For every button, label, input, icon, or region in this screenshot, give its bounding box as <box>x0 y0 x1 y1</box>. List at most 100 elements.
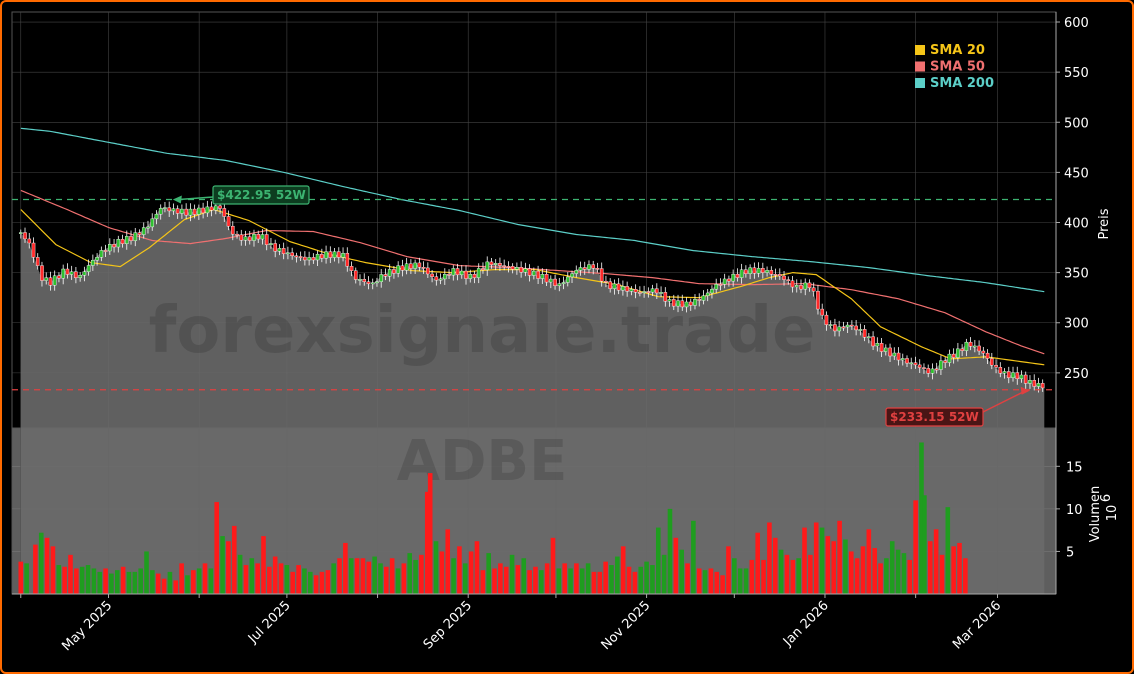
candle-body <box>413 262 417 269</box>
volume-bar <box>644 561 649 594</box>
candle-body <box>858 329 863 331</box>
candle-body <box>78 275 82 278</box>
candle-body <box>688 301 693 306</box>
candle-body <box>998 367 1003 374</box>
candle-body <box>260 234 265 240</box>
candle-body <box>273 243 277 252</box>
candle-body <box>833 324 837 332</box>
volume-bar <box>79 566 85 594</box>
volume-bar <box>922 495 927 594</box>
candle-body <box>430 273 434 277</box>
high-52w-arrow <box>178 196 214 201</box>
volume-bar <box>860 546 866 594</box>
volume-bar <box>74 568 79 594</box>
volume-bar <box>831 541 837 594</box>
volume-bar <box>231 525 237 594</box>
x-tick-label: Jul 2025 <box>245 598 294 647</box>
volume-bar <box>767 522 772 594</box>
volume-bar <box>492 568 497 594</box>
candle-body <box>663 292 668 302</box>
candle-body <box>86 265 91 272</box>
candle-body <box>1019 374 1024 380</box>
volume-bars <box>18 442 968 594</box>
candle-body <box>790 280 795 288</box>
candle-body <box>218 205 222 209</box>
volume-bar <box>220 536 225 594</box>
volume-bar <box>389 558 395 594</box>
volume-bar <box>585 563 591 594</box>
price-tick-label: 450 <box>1064 166 1089 181</box>
volume-bar <box>872 548 877 594</box>
candle-body <box>320 253 324 259</box>
candle-body <box>294 255 299 258</box>
candle-body <box>523 268 528 273</box>
volume-bar <box>927 541 933 594</box>
candle-body <box>811 287 816 292</box>
price-tick-label: 350 <box>1064 267 1089 282</box>
volume-bar <box>226 541 231 594</box>
candle-body <box>353 270 358 280</box>
candle-body <box>536 270 540 279</box>
candle-body <box>693 299 697 306</box>
volume-bar <box>784 554 790 594</box>
candle-body <box>239 234 244 241</box>
volume-bar <box>515 565 521 594</box>
candle-body <box>315 253 320 261</box>
candle-body <box>209 206 214 211</box>
candle-body <box>587 264 591 270</box>
candle-body <box>379 274 384 282</box>
candle-body <box>701 295 706 301</box>
price-tick-label: 300 <box>1064 317 1089 332</box>
legend-swatch <box>915 45 925 55</box>
candle-body <box>108 244 112 252</box>
candle-body <box>977 345 981 352</box>
candle-body <box>489 261 494 265</box>
volume-bar <box>457 546 462 594</box>
volume-bar <box>638 566 644 594</box>
candle-body <box>31 242 36 258</box>
candle-body <box>447 274 451 276</box>
volume-bar <box>62 566 67 594</box>
candle-body <box>739 269 744 278</box>
volume-bar <box>539 570 544 594</box>
volume-bar <box>708 568 714 594</box>
volume-bar <box>597 571 603 594</box>
volume-bar <box>737 568 743 594</box>
x-tick-label: Nov 2025 <box>599 598 654 653</box>
candle-body <box>197 207 201 215</box>
volume-bar <box>249 558 255 594</box>
candle-body <box>786 279 791 282</box>
volume-bar <box>957 542 962 594</box>
volume-bar <box>889 541 895 594</box>
price-tick-label: 500 <box>1064 116 1089 131</box>
volume-bar <box>395 568 401 594</box>
legend-label: SMA 20 <box>930 43 985 58</box>
price-tick-label: 600 <box>1064 16 1089 31</box>
candle-body <box>1040 383 1045 389</box>
legend-label: SMA 200 <box>930 76 994 91</box>
volume-bar <box>743 568 749 594</box>
low-52w-label: $233.15 52W <box>890 410 979 424</box>
volume-bar <box>509 554 515 594</box>
candle-body <box>150 218 155 228</box>
candle-body <box>934 368 939 371</box>
candle-body <box>40 265 44 281</box>
volume-bar <box>945 507 951 594</box>
volume-bar <box>901 553 907 594</box>
volume-bar <box>290 571 296 594</box>
candle-body <box>722 278 727 285</box>
candle-body <box>727 278 731 282</box>
candle-body <box>981 350 986 354</box>
volume-bar <box>85 565 91 594</box>
volume-bar <box>103 568 108 594</box>
volume-bar <box>620 546 626 594</box>
candle-body <box>235 233 239 236</box>
candle-body <box>324 251 328 259</box>
volume-bar <box>445 529 451 594</box>
volume-bar <box>407 553 413 594</box>
watermarks: forexsignale.trade ADBE <box>149 294 816 494</box>
candle-body <box>544 274 549 283</box>
volume-bar <box>878 563 883 594</box>
high-52w-label-box <box>212 185 310 205</box>
